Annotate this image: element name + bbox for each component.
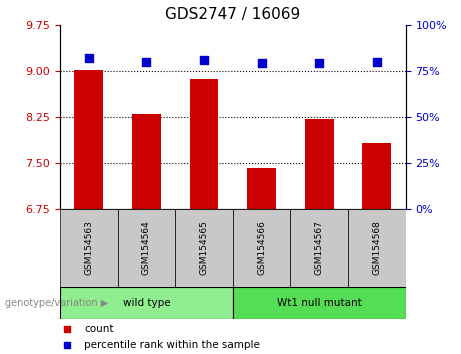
Point <box>63 326 71 331</box>
Bar <box>74 70 103 209</box>
Point <box>63 342 71 348</box>
Text: GSM154566: GSM154566 <box>257 220 266 275</box>
Text: Wt1 null mutant: Wt1 null mutant <box>277 298 361 308</box>
Point <box>200 57 207 63</box>
Bar <box>118 209 175 287</box>
Bar <box>60 209 118 287</box>
Bar <box>189 79 219 209</box>
Bar <box>60 287 233 319</box>
Bar <box>305 119 334 209</box>
Text: GSM154564: GSM154564 <box>142 221 151 275</box>
Bar <box>233 209 290 287</box>
Title: GDS2747 / 16069: GDS2747 / 16069 <box>165 7 301 22</box>
Text: GSM154565: GSM154565 <box>200 220 208 275</box>
Bar <box>290 209 348 287</box>
Text: GSM154568: GSM154568 <box>372 220 381 275</box>
Point <box>258 61 266 66</box>
Bar <box>362 143 391 209</box>
Bar <box>247 168 276 209</box>
Point <box>85 55 92 61</box>
Bar <box>348 209 406 287</box>
Point <box>315 61 323 66</box>
Point <box>373 59 381 64</box>
Bar <box>233 287 406 319</box>
Bar <box>175 209 233 287</box>
Bar <box>132 114 161 209</box>
Text: GSM154563: GSM154563 <box>84 220 93 275</box>
Text: wild type: wild type <box>123 298 170 308</box>
Text: genotype/variation ▶: genotype/variation ▶ <box>5 298 108 308</box>
Text: percentile rank within the sample: percentile rank within the sample <box>84 340 260 350</box>
Text: GSM154567: GSM154567 <box>315 220 324 275</box>
Text: count: count <box>84 324 113 333</box>
Point <box>142 59 150 64</box>
